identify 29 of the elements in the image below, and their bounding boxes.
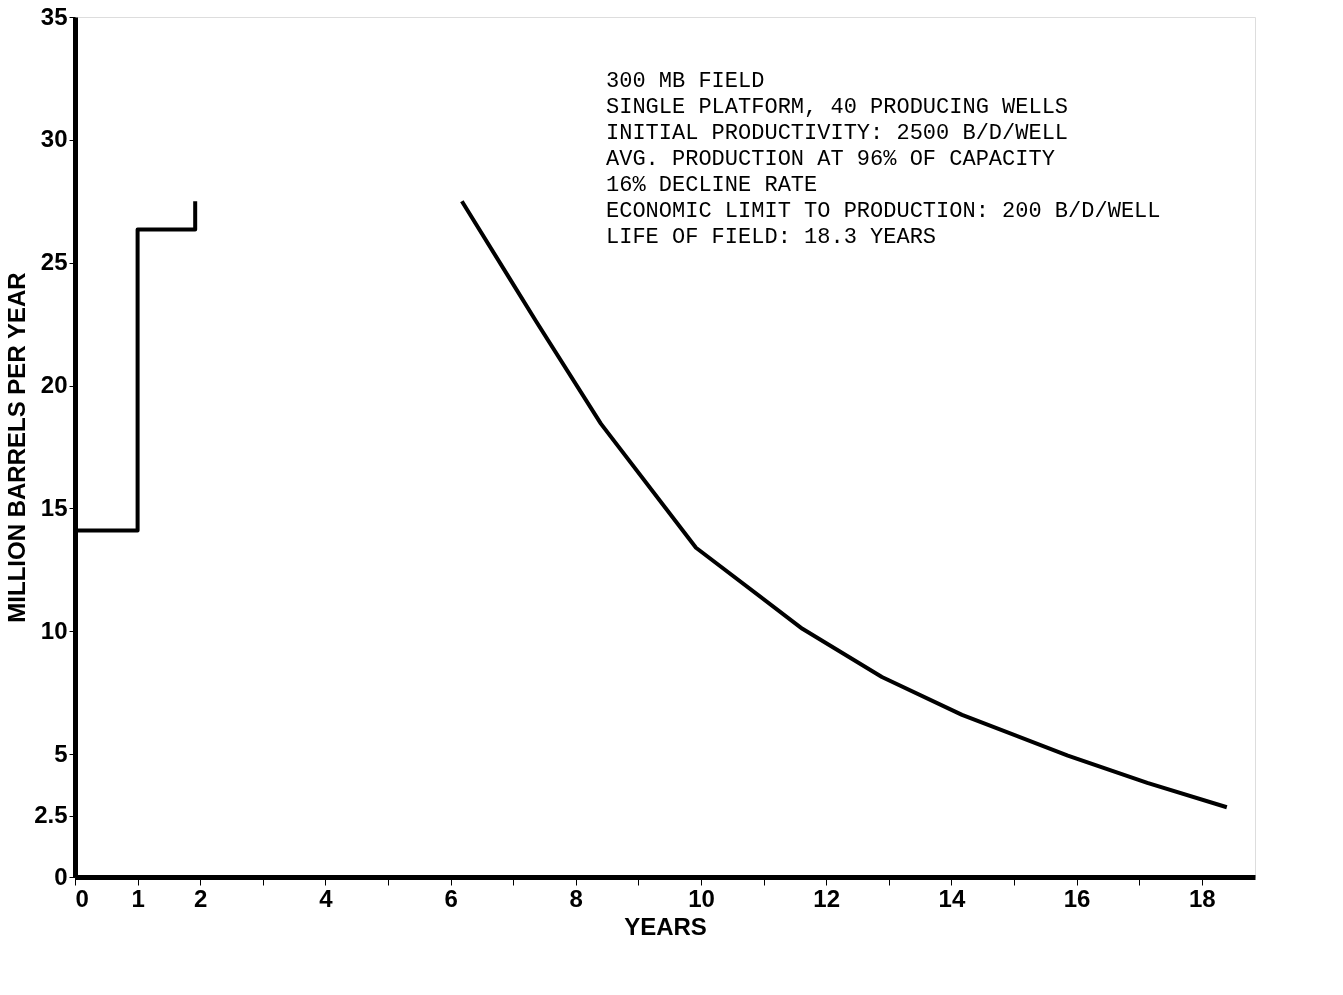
annotation: 300 MB FIELD (606, 69, 765, 94)
x-tick-label: 4 (319, 884, 334, 912)
x-tick-label: 2 (194, 884, 208, 912)
x-axis-title: YEARS (624, 912, 707, 940)
annotation: SINGLE PLATFORM, 40 PRODUCING WELLS (606, 95, 1069, 120)
y-tick-label: 0 (54, 862, 68, 890)
annotation: LIFE OF FIELD: 18.3 YEARS (606, 225, 937, 250)
annotation: ECONOMIC LIMIT TO PRODUCTION: 200 B/D/WELL (606, 199, 1161, 224)
x-tick-label: 6 (444, 884, 458, 912)
y-axis-title: MILLION BARRELS PER YEAR (3, 272, 31, 623)
x-tick-label: 0 (75, 884, 89, 912)
y-tick-label: 5 (54, 739, 68, 767)
x-tick-label: 16 (1063, 884, 1091, 912)
y-tick-label: 20 (40, 371, 68, 399)
x-tick-label: 8 (569, 884, 583, 912)
annotation: INITIAL PRODUCTIVITY: 2500 B/D/WELL (606, 121, 1069, 146)
y-tick-label: 2.5 (34, 801, 68, 829)
annotation: 16% DECLINE RATE (606, 173, 818, 198)
y-tick-label: 10 (40, 616, 68, 644)
x-tick-label: 1 (131, 884, 145, 912)
annotation: AVG. PRODUCTION AT 96% OF CAPACITY (606, 147, 1055, 172)
x-tick-label: 18 (1188, 884, 1216, 912)
x-tick-label: 14 (938, 884, 966, 912)
y-tick-label: 15 (40, 493, 68, 521)
y-tick-label: 35 (40, 2, 68, 30)
y-tick-label: 30 (40, 125, 68, 153)
x-tick-label: 10 (688, 884, 715, 912)
y-tick-label: 25 (40, 248, 68, 276)
x-tick-label: 12 (813, 884, 841, 912)
